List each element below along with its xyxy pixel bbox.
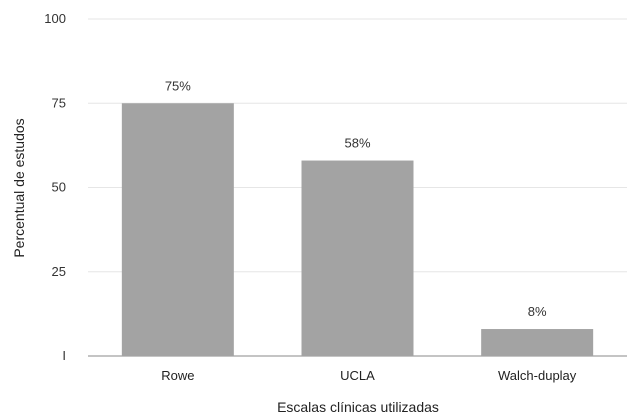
y-tick-label: 25: [52, 264, 66, 279]
bar: [301, 160, 414, 356]
y-tick-label: 75: [52, 95, 66, 110]
y-axis-title: Percentual de estudos: [11, 118, 27, 257]
bar: [481, 329, 594, 356]
bar: [121, 103, 234, 356]
y-tick-label: I: [62, 348, 66, 363]
data-label: 8%: [528, 304, 547, 319]
y-tick-label: 50: [52, 180, 66, 195]
y-tick-label: 100: [44, 11, 66, 26]
x-axis-categories: Rowe UCLA Walch-duplay: [161, 368, 577, 383]
data-label: 58%: [344, 136, 370, 151]
x-tick-label: Rowe: [161, 368, 194, 383]
bars: [121, 103, 594, 356]
data-label: 75%: [165, 78, 191, 93]
x-tick-label: UCLA: [340, 368, 375, 383]
y-axis-ticks: I 25 50 75 100: [44, 11, 66, 363]
x-axis-title: Escalas clínicas utilizadas: [277, 399, 439, 415]
x-tick-label: Walch-duplay: [498, 368, 577, 383]
data-labels: 75% 58% 8%: [165, 78, 547, 319]
